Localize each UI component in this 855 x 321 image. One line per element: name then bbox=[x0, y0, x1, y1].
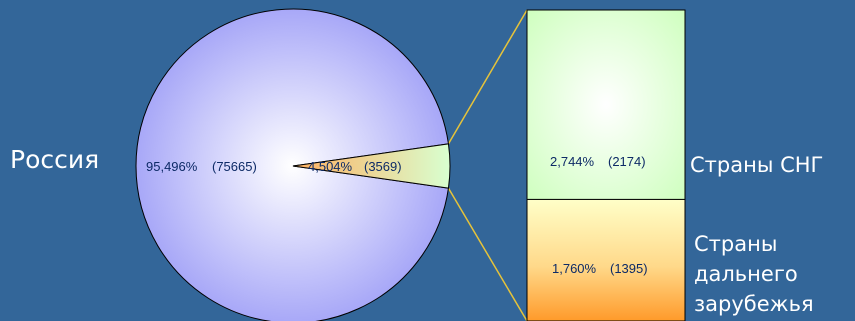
data-label-cis-percent: 2,744% bbox=[550, 154, 595, 169]
data-label-cis-count: (2174) bbox=[608, 154, 646, 169]
pie-slice-russia bbox=[135, 8, 449, 321]
data-label-russia-count: (75665) bbox=[212, 159, 257, 174]
pie-category-label-russia: Россия bbox=[10, 145, 99, 174]
bar-category-label-far-line3: зарубежья bbox=[694, 292, 814, 316]
connector-line-bottom bbox=[447, 187, 528, 321]
connector-line-top bbox=[447, 9, 528, 145]
data-label-russia-percent: 95,496% bbox=[146, 159, 198, 174]
bar-category-label-cis: Страны СНГ bbox=[690, 153, 823, 177]
data-label-abroad-count: (3569) bbox=[364, 159, 402, 174]
bar-segment-far-abroad bbox=[526, 198, 686, 321]
bar-segment-cis bbox=[526, 9, 686, 200]
data-label-abroad-percent: 4,504% bbox=[308, 159, 353, 174]
data-label-far-percent: 1,760% bbox=[552, 261, 597, 276]
pie-slice-abroad bbox=[292, 143, 451, 189]
bar-category-label-far-line1: Страны bbox=[694, 232, 777, 256]
bar-category-label-far-line2: дальнего bbox=[694, 262, 798, 286]
data-label-far-count: (1395) bbox=[610, 261, 648, 276]
